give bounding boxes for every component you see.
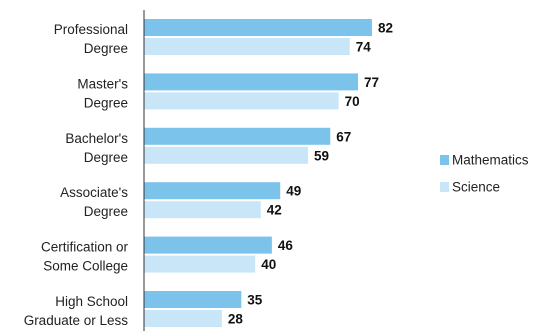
category-label-line: Degree: [84, 150, 128, 165]
category-label-2: Bachelor's Degree: [65, 131, 128, 165]
category-label-line: Degree: [84, 41, 128, 56]
category-label-line: Bachelor's: [65, 131, 128, 146]
value-label-mathematics-5: 35: [247, 293, 263, 308]
category-label-0: Professional Degree: [54, 22, 128, 56]
category-label-line: Certification or: [41, 240, 129, 255]
bar-mathematics-3: [144, 182, 281, 200]
value-label-science-5: 28: [228, 312, 244, 327]
category-label-5: High School Graduate or Less: [24, 294, 129, 328]
category-label-line: High School: [55, 294, 128, 309]
bar-mathematics-4: [144, 236, 272, 254]
value-label-mathematics-2: 67: [336, 129, 351, 144]
category-label-line: Some College: [43, 259, 128, 274]
category-label-line: Associate's: [60, 185, 128, 200]
bar-science-5: [144, 310, 222, 327]
bar-mathematics-2: [144, 127, 331, 145]
value-label-mathematics-4: 46: [278, 238, 294, 253]
value-label-science-3: 42: [267, 203, 282, 218]
value-label-mathematics-1: 77: [364, 75, 379, 90]
value-label-mathematics-0: 82: [378, 21, 393, 36]
bar-mathematics-1: [144, 73, 359, 91]
bar-science-1: [144, 92, 339, 110]
legend-swatch-science: [440, 182, 449, 192]
category-label-line: Master's: [77, 76, 128, 91]
bar-science-4: [144, 255, 256, 273]
value-label-science-2: 59: [314, 148, 329, 163]
category-label-line: Graduate or Less: [24, 313, 129, 328]
legend: Mathematics Science: [440, 153, 529, 195]
category-label-4: Certification or Some College: [41, 240, 129, 274]
bar-science-3: [144, 201, 261, 219]
value-label-mathematics-3: 49: [286, 184, 301, 199]
category-label-line: Degree: [84, 95, 128, 110]
legend-swatch-mathematics: [440, 155, 449, 165]
category-label-line: Degree: [84, 204, 128, 219]
bar-science-2: [144, 146, 309, 164]
legend-label-mathematics: Mathematics: [452, 153, 529, 168]
bar-mathematics-0: [144, 19, 372, 36]
value-label-science-4: 40: [261, 257, 276, 272]
bar-science-0: [144, 38, 350, 55]
bar-mathematics-5: [144, 291, 242, 308]
legend-label-science: Science: [452, 180, 500, 195]
category-label-1: Master's Degree: [77, 76, 128, 110]
value-label-science-0: 74: [356, 40, 372, 55]
category-label-line: Professional: [54, 22, 128, 37]
category-label-3: Associate's Degree: [60, 185, 128, 219]
value-label-science-1: 70: [345, 94, 360, 109]
bars-group: [144, 19, 372, 327]
